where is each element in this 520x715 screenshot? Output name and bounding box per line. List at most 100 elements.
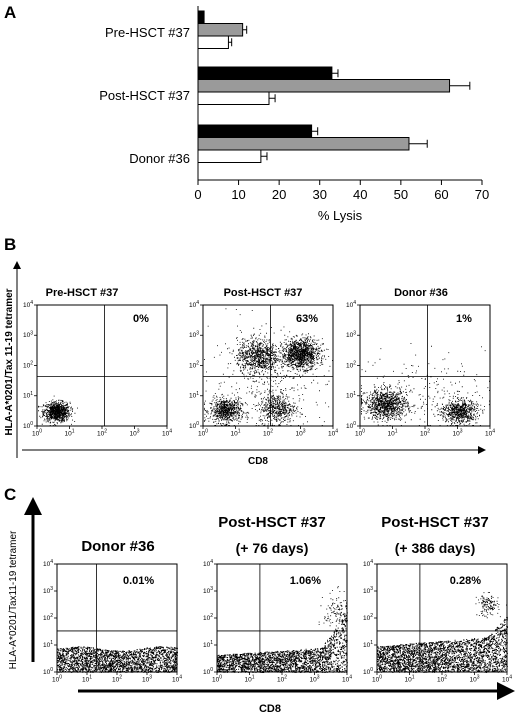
y-tick-label: 100	[23, 421, 33, 430]
x-axis-label: % Lysis	[318, 208, 363, 223]
event-dots	[377, 616, 508, 673]
y-tick-label: 102	[43, 613, 53, 622]
panel-b-flow-plots: HLA-A*0201/Tax 11-19 tetramer CD8 Pre-HS…	[4, 261, 495, 467]
y-tick-label: 102	[189, 361, 199, 370]
x-tick-label: 100	[32, 429, 42, 438]
event-dots	[318, 586, 347, 641]
plot-title: Post-HSCT #37	[218, 514, 326, 531]
y-tick-label: 100	[203, 667, 213, 676]
bar	[197, 149, 262, 163]
panel-c-flow-plots: HLA-A*0201/Tax11-19 tetramer CD8 Donor #…	[8, 497, 515, 715]
panel-c-letter: C	[4, 485, 16, 504]
x-tick-label: 0	[194, 187, 201, 202]
x-tick-label: 102	[263, 429, 273, 438]
y-tick-label: 100	[43, 667, 53, 676]
x-tick-label: 103	[129, 429, 139, 438]
y-tick-label: 104	[346, 300, 356, 309]
x-tick-label: 40	[353, 187, 367, 202]
x-tick-label: 101	[230, 429, 240, 438]
quadrant-percentage: 1%	[456, 313, 472, 325]
bar	[197, 35, 229, 49]
x-tick-label: 10	[231, 187, 245, 202]
x-tick-label: 104	[502, 675, 512, 684]
category-label: Donor #36	[129, 151, 190, 166]
x-tick-label: 104	[485, 429, 495, 438]
x-tick-label: 100	[198, 429, 208, 438]
panel-b-letter: B	[4, 235, 16, 254]
y-tick-label: 102	[346, 361, 356, 370]
x-tick-label: 103	[309, 675, 319, 684]
y-tick-label: 104	[189, 300, 199, 309]
panel-a-letter: A	[4, 3, 16, 22]
x-tick-label: 102	[112, 675, 122, 684]
bar	[197, 66, 333, 80]
event-dots	[431, 385, 490, 426]
y-tick-label: 104	[363, 559, 373, 568]
event-dots	[204, 392, 250, 426]
event-dots	[475, 592, 507, 619]
event-dots	[38, 395, 78, 426]
x-tick-label: 70	[475, 187, 489, 202]
bar	[197, 137, 410, 151]
x-tick-label: 102	[277, 675, 287, 684]
bar	[197, 79, 451, 93]
bar	[197, 124, 313, 138]
panel-c-x-axis-label: CD8	[259, 703, 281, 715]
event-dots	[227, 325, 293, 384]
y-tick-label: 103	[203, 586, 213, 595]
y-tick-label: 101	[203, 640, 213, 649]
x-tick-label: 104	[342, 675, 352, 684]
x-tick-label: 101	[404, 675, 414, 684]
y-tick-label: 102	[203, 613, 213, 622]
x-tick-label: 20	[272, 187, 286, 202]
quadrant-percentage: 0.01%	[123, 575, 154, 587]
bar	[197, 23, 244, 37]
y-tick-label: 100	[363, 667, 373, 676]
x-tick-label: 104	[172, 675, 182, 684]
y-tick-label: 103	[43, 586, 53, 595]
plot-title: Donor #36	[81, 538, 154, 555]
panel-c-y-axis-label: HLA-A*0201/Tax11-19 tetramer	[8, 530, 19, 669]
plot-title: Pre-HSCT #37	[46, 287, 119, 299]
y-tick-label: 101	[23, 391, 33, 400]
y-tick-label: 100	[189, 421, 199, 430]
y-tick-label: 103	[189, 330, 199, 339]
x-tick-label: 103	[469, 675, 479, 684]
x-tick-label: 103	[142, 675, 152, 684]
quadrant-percentage: 63%	[296, 313, 318, 325]
bar	[197, 91, 270, 105]
event-dots	[246, 388, 304, 426]
y-tick-label: 101	[346, 391, 356, 400]
y-tick-label: 101	[363, 640, 373, 649]
plot-title: Post-HSCT #37	[224, 287, 303, 299]
panel-b-x-axis-label: CD8	[248, 456, 268, 467]
x-tick-label: 60	[434, 187, 448, 202]
x-tick-label: 100	[52, 675, 62, 684]
y-tick-label: 101	[43, 640, 53, 649]
x-tick-label: 101	[82, 675, 92, 684]
x-tick-label: 104	[162, 429, 172, 438]
x-tick-label: 102	[437, 675, 447, 684]
category-label: Pre-HSCT #37	[105, 25, 190, 40]
x-tick-label: 103	[295, 429, 305, 438]
x-tick-label: 101	[64, 429, 74, 438]
x-tick-label: 100	[372, 675, 382, 684]
category-label: Post-HSCT #37	[99, 88, 190, 103]
y-tick-label: 104	[43, 559, 53, 568]
y-tick-label: 103	[363, 586, 373, 595]
x-tick-label: 104	[328, 429, 338, 438]
plot-title: Post-HSCT #37	[381, 514, 489, 531]
x-tick-label: 101	[244, 675, 254, 684]
y-tick-label: 100	[346, 421, 356, 430]
x-tick-label: 50	[394, 187, 408, 202]
panel-b-y-axis-label: HLA-A*0201/Tax 11-19 tetramer	[4, 288, 15, 435]
event-dots	[57, 646, 178, 673]
plot-title: Donor #36	[394, 287, 448, 299]
x-tick-label: 30	[312, 187, 326, 202]
plot-subtitle: (+ 386 days)	[395, 540, 476, 556]
x-tick-label: 102	[420, 429, 430, 438]
event-dots	[361, 380, 425, 426]
y-tick-label: 104	[23, 300, 33, 309]
y-tick-label: 103	[346, 330, 356, 339]
